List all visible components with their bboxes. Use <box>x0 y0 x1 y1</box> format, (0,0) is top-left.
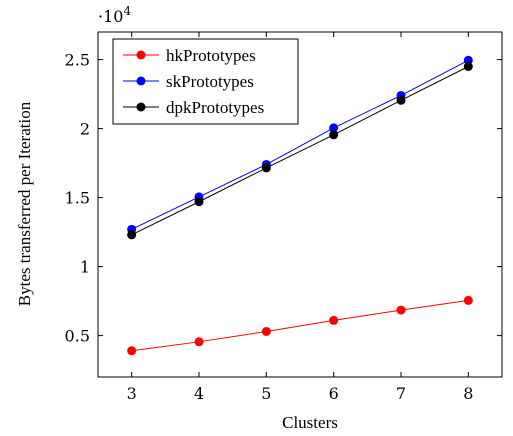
series-line-dpkprototypes <box>131 66 469 236</box>
data-point-dpkprototypes <box>127 230 137 240</box>
legend-swatch-marker-skprototypes <box>136 76 146 86</box>
series-layer <box>127 55 473 356</box>
plot-frame <box>97 31 503 378</box>
legend-label-skprototypes: skPrototypes <box>166 72 254 91</box>
legend-label-hkprototypes: hkPrototypes <box>166 46 256 65</box>
x-axis-ticks: 3 4 5 6 7 8 <box>127 32 473 403</box>
series-line-skprototypes <box>131 59 469 230</box>
data-point-hkprototypes <box>329 315 339 325</box>
data-point-dpkprototypes <box>329 130 339 140</box>
data-point-hkprototypes <box>396 305 406 315</box>
data-point-hkprototypes <box>194 337 204 347</box>
data-point-dpkprototypes <box>396 95 406 105</box>
plot-area <box>97 31 503 378</box>
y-axis-multiplier: ·104 <box>98 4 131 26</box>
data-point-dpkprototypes <box>463 62 473 71</box>
legend-label-dpkprototypes: dpkPrototypes <box>166 98 264 117</box>
x-tick-label: 7 <box>396 384 406 403</box>
x-axis-title: Clusters <box>282 413 338 432</box>
legend-swatch-marker-dpkprototypes <box>136 102 146 112</box>
data-point-skprototypes <box>329 123 339 133</box>
y-axis-title: Bytes transferred per Iteration <box>15 101 34 306</box>
y-tick-label: 2.5 <box>65 51 90 70</box>
data-point-hkprototypes <box>261 326 271 336</box>
series-line-hkprototypes <box>131 299 469 352</box>
legend-swatch-marker-hkprototypes <box>136 50 146 60</box>
x-tick-label: 8 <box>463 384 473 403</box>
y-tick-label: 0.5 <box>65 327 90 346</box>
data-point-skprototypes <box>463 55 473 65</box>
x-tick-label: 4 <box>194 384 204 403</box>
x-tick-label: 5 <box>261 384 271 403</box>
y-axis-ticks: 0.5 1 1.5 2 2.5 <box>65 51 502 346</box>
y-tick-label: 2 <box>80 120 90 139</box>
y-tick-label: 1 <box>80 258 90 277</box>
data-point-hkprototypes <box>463 295 473 305</box>
data-point-dpkprototypes <box>261 163 271 173</box>
x-tick-label: 3 <box>127 384 137 403</box>
x-tick-label: 6 <box>329 384 339 403</box>
y-tick-label: 1.5 <box>65 189 90 208</box>
data-point-hkprototypes <box>127 346 137 356</box>
legend: hkPrototypes skPrototypes dpkPrototypes <box>112 38 299 125</box>
data-point-dpkprototypes <box>194 197 204 207</box>
